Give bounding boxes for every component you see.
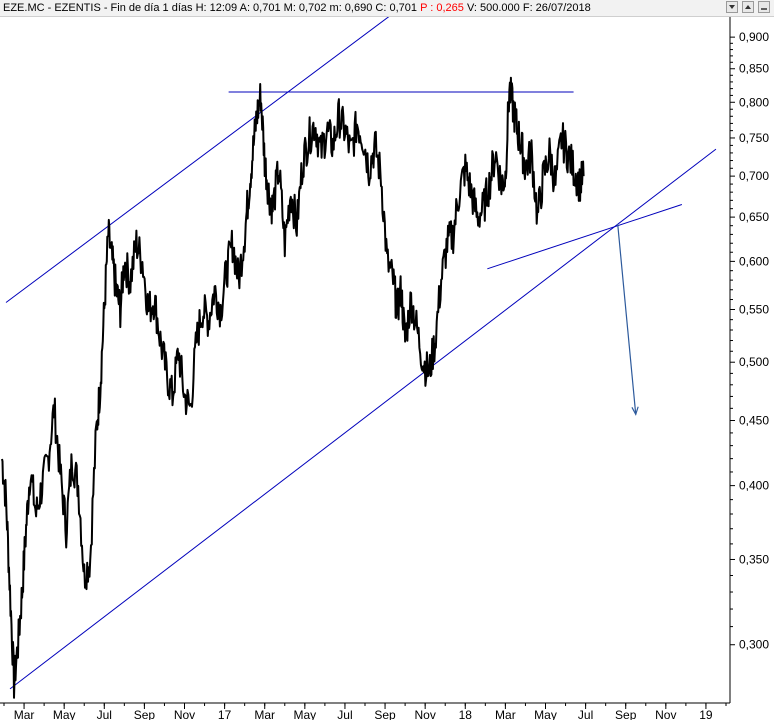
price-chart: 0,300 0,350 0,400 0,450 0,500 0,550 0,600 0,650… [0,17,769,720]
x-tick-label: May [293,708,316,720]
x-tick-label: 19 [699,708,713,720]
x-axis: Mar May Jul Sep Nov 17 Mar May Jul Sep Nov 18 Mar May… [0,702,730,720]
y-tick-label: 0,450 [739,413,769,427]
minimize-icon[interactable] [758,1,770,13]
y-tick-label: 0,700 [739,169,769,183]
projection-arrow-line [617,223,637,415]
x-tick-label: May [534,708,557,720]
lower-channel-line [9,148,717,690]
y-tick-label: 0,350 [739,552,769,566]
projection [617,223,639,416]
quote-open: A: 0,701 [239,2,281,14]
x-tick-label: Jul [578,708,593,720]
quote-volume: V: 500.000 [466,2,520,14]
header-controls [726,1,770,14]
y-tick-label: 0,650 [739,210,769,224]
rising-support-line [487,204,683,270]
projection-arrow-head [631,406,639,416]
x-tick-label: Nov [414,708,435,720]
y-tick-label: 0,300 [739,638,769,652]
symbol-title: EZE.MC - EZENTIS - Fin de día 1 días [3,2,193,14]
x-tick-label: May [53,708,76,720]
quote-min: m: 0,690 [329,2,373,14]
x-tick-label: Mar [254,708,275,720]
x-tick-label: Sep [374,708,396,720]
y-tick-label: 0,400 [739,479,769,493]
x-tick-label: 17 [218,708,232,720]
quote-max: M: 0,702 [283,2,327,14]
price-line [1,76,585,699]
chart-header: EZE.MC - EZENTIS - Fin de día 1 días H: … [0,0,774,17]
x-tick-label: Mar [495,708,516,720]
quote-close: C: 0,701 [375,2,417,14]
quote-date: F: 26/07/2018 [522,2,591,14]
x-tick-label: Jul [97,708,112,720]
y-tick-label: 0,550 [739,303,769,317]
down-arrow-icon[interactable] [726,1,738,13]
y-tick-label: 0,500 [739,355,769,369]
price-series [1,76,585,699]
x-tick-label: Jul [337,708,352,720]
x-tick-label: Nov [655,708,676,720]
quote-hour: H: 12:09 [195,2,238,14]
quote-performance: P : 0,265 [420,2,464,14]
x-tick-label: Sep [615,708,637,720]
y-tick-label: 0,600 [739,254,769,268]
x-tick-label: Sep [134,708,156,720]
trendlines [5,17,717,690]
y-axis: 0,300 0,350 0,400 0,450 0,500 0,550 0,600 0,650… [729,17,769,703]
y-tick-label: 0,750 [739,131,769,145]
x-tick-label: Nov [174,708,195,720]
y-tick-label: 0,800 [739,95,769,109]
y-tick-label: 0,850 [739,62,769,76]
x-tick-label: Mar [14,708,35,720]
upper-channel-line [5,17,390,303]
y-tick-label: 0,900 [739,30,769,44]
x-tick-label: 18 [459,708,473,720]
up-arrow-icon[interactable] [742,1,754,13]
header-text: EZE.MC - EZENTIS - Fin de día 1 días H: … [3,0,591,16]
